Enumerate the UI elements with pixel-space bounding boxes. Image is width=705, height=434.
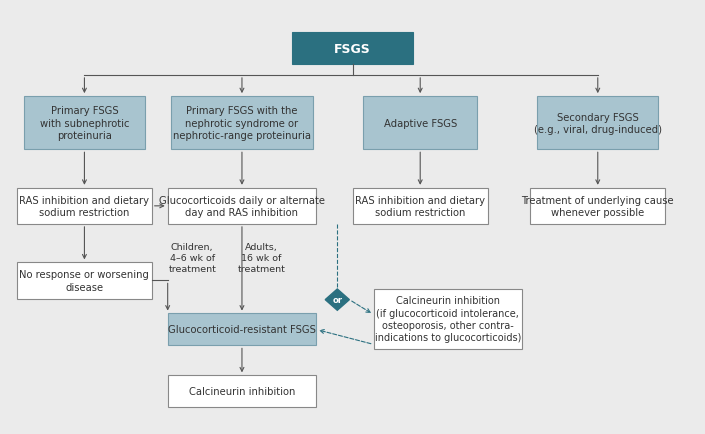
Text: FSGS: FSGS	[334, 43, 371, 56]
Text: Calcineurin inhibition
(if glucocorticoid intolerance,
osteoporosis, other contr: Calcineurin inhibition (if glucocorticoi…	[374, 296, 521, 342]
Text: No response or worsening
disease: No response or worsening disease	[20, 270, 149, 292]
FancyBboxPatch shape	[537, 97, 658, 150]
Text: Treatment of underlying cause
whenever possible: Treatment of underlying cause whenever p…	[522, 195, 674, 217]
Text: Primary FSGS with the
nephrotic syndrome or
nephrotic-range proteinuria: Primary FSGS with the nephrotic syndrome…	[173, 106, 311, 141]
FancyBboxPatch shape	[17, 263, 152, 299]
Text: Glucocorticoid-resistant FSGS: Glucocorticoid-resistant FSGS	[168, 325, 316, 335]
FancyBboxPatch shape	[363, 97, 477, 150]
FancyBboxPatch shape	[168, 188, 317, 224]
Text: Glucocorticoids daily or alternate
day and RAS inhibition: Glucocorticoids daily or alternate day a…	[159, 195, 325, 217]
FancyBboxPatch shape	[374, 289, 522, 349]
Text: RAS inhibition and dietary
sodium restriction: RAS inhibition and dietary sodium restri…	[20, 195, 149, 217]
Text: or: or	[332, 296, 343, 304]
FancyBboxPatch shape	[24, 97, 145, 150]
Text: Calcineurin inhibition: Calcineurin inhibition	[189, 386, 295, 396]
FancyBboxPatch shape	[292, 33, 413, 65]
FancyBboxPatch shape	[530, 188, 665, 224]
Text: Primary FSGS
with subnephrotic
proteinuria: Primary FSGS with subnephrotic proteinur…	[39, 106, 129, 141]
Polygon shape	[325, 289, 350, 311]
Text: RAS inhibition and dietary
sodium restriction: RAS inhibition and dietary sodium restri…	[355, 195, 485, 217]
FancyBboxPatch shape	[168, 314, 317, 345]
FancyBboxPatch shape	[168, 375, 317, 408]
Text: Adaptive FSGS: Adaptive FSGS	[384, 118, 457, 128]
FancyBboxPatch shape	[171, 97, 313, 150]
FancyBboxPatch shape	[352, 188, 488, 224]
Text: Children,
4–6 wk of
treatment: Children, 4–6 wk of treatment	[168, 243, 216, 274]
Text: Adults,
16 wk of
treatment: Adults, 16 wk of treatment	[238, 243, 286, 274]
Text: Secondary FSGS
(e.g., viral, drug-induced): Secondary FSGS (e.g., viral, drug-induce…	[534, 112, 662, 135]
FancyBboxPatch shape	[17, 188, 152, 224]
